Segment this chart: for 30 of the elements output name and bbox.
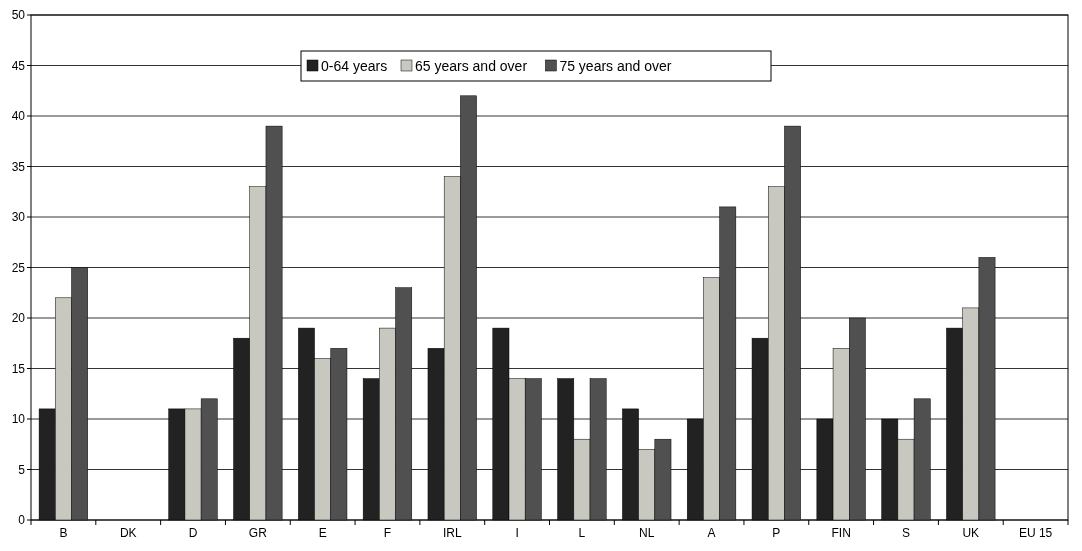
x-tick-label: P [772, 526, 781, 540]
x-tick-label: I [515, 526, 519, 540]
x-tick-label: B [59, 526, 68, 540]
y-tick-label: 50 [11, 8, 26, 23]
y-tick-label: 20 [11, 311, 26, 326]
x-tick-label: A [707, 526, 716, 540]
legend-label: 75 years and over [559, 57, 672, 74]
x-tick-label: F [383, 526, 392, 540]
y-tick-label: 15 [11, 361, 26, 376]
y-tick-label: 40 [11, 109, 26, 124]
y-tick-label: 25 [11, 260, 26, 275]
x-tick-label: S [901, 526, 910, 540]
x-tick-label: E [318, 526, 327, 540]
y-tick-label: 5 [18, 462, 26, 477]
x-tick-label: L [578, 526, 586, 540]
x-tick-label: D [188, 526, 198, 540]
legend-label: 65 years and over [415, 57, 528, 74]
x-tick-label: GR [248, 526, 268, 540]
y-tick-label: 10 [11, 412, 26, 427]
x-tick-label: EU 15 [1018, 526, 1053, 540]
x-tick-label: UK [962, 526, 980, 540]
y-tick-label: 45 [11, 58, 26, 73]
y-tick-label: 0 [18, 513, 26, 528]
x-tick-label: DK [119, 526, 137, 540]
x-tick-label: NL [639, 526, 655, 540]
legend-label: 0-64 years [321, 57, 388, 74]
y-tick-label: 35 [11, 159, 26, 174]
x-tick-label: IRL [442, 526, 462, 540]
y-tick-label: 30 [11, 210, 26, 225]
x-tick-label: FIN [831, 526, 851, 540]
